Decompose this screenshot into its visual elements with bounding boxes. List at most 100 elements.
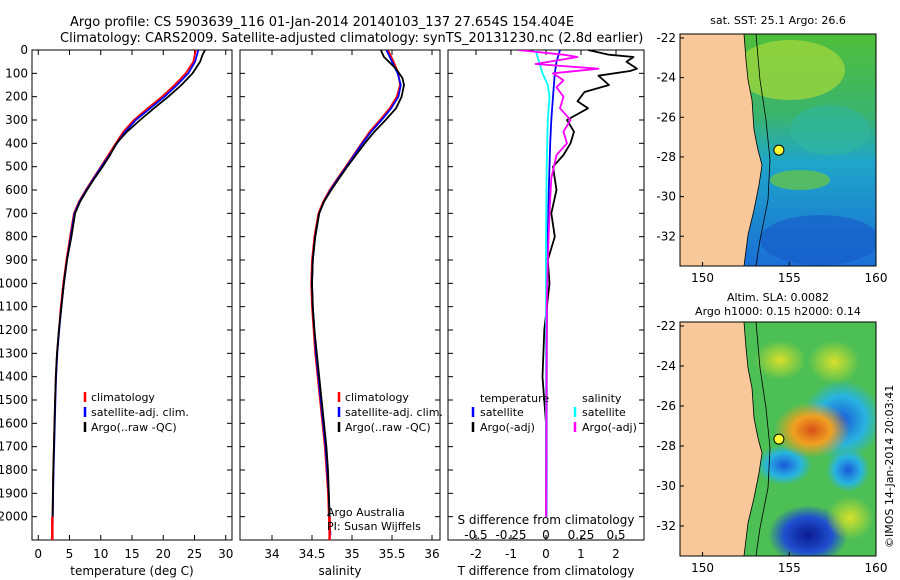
y-tick-label: 1100 <box>0 300 28 314</box>
salinity-ticks: 34 34.5 35 35.5 36 <box>240 49 440 561</box>
map-y-tick-label: -28 <box>656 439 676 453</box>
map-y-tick-label: -26 <box>656 110 676 124</box>
y-tick-label: 100 <box>5 66 28 80</box>
y-tick-label: 1200 <box>0 323 28 337</box>
sst-map-ticks: 150 155 160 -22 -24 -26 -28 -30 -32 <box>656 31 887 285</box>
map-y-tick-label: -26 <box>656 399 676 413</box>
y-tick-label: 1000 <box>0 276 28 290</box>
series-salinity-satellite <box>534 50 551 517</box>
y-tick-label: 1600 <box>0 416 28 430</box>
x-tick-label: 35.5 <box>379 547 406 561</box>
map-y-tick-label: -22 <box>656 319 676 333</box>
sla-yellow-patch-2 <box>808 340 860 384</box>
y-tick-label: 900 <box>5 253 28 267</box>
temperature-ticks: 0 5 10 15 20 25 300100200300400500600700800900… <box>0 43 233 561</box>
pi-label: PI: Susan Wijffels <box>327 520 421 533</box>
y-tick-label: 0 <box>20 43 28 57</box>
difference-ticks: -2 -1 0 1 2 <box>448 49 644 561</box>
title-line2: Climatology: CARS2009. Satellite-adjuste… <box>60 31 643 46</box>
x-tick-label: 36 <box>424 547 439 561</box>
series-salinity-argo-adj- <box>517 50 600 517</box>
y-tick-label: 1300 <box>0 346 28 360</box>
series-climatology <box>51 50 197 536</box>
temperature-lines <box>51 50 206 540</box>
salinity-legend: climatology satellite-adj. clim. Argo(..… <box>337 391 443 434</box>
x-tick-label: -2 <box>470 547 482 561</box>
sla-yellow-patch-3 <box>826 496 874 540</box>
sla-blue-patch-3 <box>826 448 870 492</box>
y-tick-label: 1500 <box>0 393 28 407</box>
sst-cool-patch <box>760 215 876 265</box>
y-tick-label: 1900 <box>0 486 28 500</box>
y-tick-label: 500 <box>5 160 28 174</box>
sla-map-title-1: Altim. SLA: 0.0082 <box>727 291 829 304</box>
sst-float-marker <box>773 144 785 156</box>
x-tick-label: 34 <box>264 547 279 561</box>
title-line1: Argo profile: CS 5903639_116 01-Jan-2014… <box>70 15 574 30</box>
sla-warm-patch <box>774 402 850 458</box>
x2-tick-label: 0 <box>542 528 550 542</box>
x-tick-label: 2 <box>612 547 620 561</box>
legend-label-satellite: satellite-adj. clim. <box>345 406 443 419</box>
legend-label-climatology: climatology <box>345 391 409 404</box>
y-tick-label: 400 <box>5 136 28 150</box>
salinity-xlabel: salinity <box>318 564 361 578</box>
series-satellite-adj-clim- <box>51 50 200 536</box>
map-x-tick-label: 160 <box>865 271 888 285</box>
legend-label-climatology: climatology <box>91 391 155 404</box>
sla-float-marker <box>773 433 785 445</box>
map-x-tick-label: 155 <box>778 561 801 575</box>
difference-x2label: S difference from climatology <box>458 513 635 527</box>
map-y-tick-label: -30 <box>656 479 676 493</box>
sst-map-frame <box>679 33 877 267</box>
y-tick-label: 200 <box>5 90 28 104</box>
legend-label-argo: Argo(..raw -QC) <box>91 421 177 434</box>
difference-x2-ticks: -0.5 -0.25 0 0.25 0.5 <box>464 528 625 542</box>
legend-label-t-satellite: satellite <box>480 406 524 419</box>
map-y-tick-label: -24 <box>656 71 676 85</box>
x-tick-label: 5 <box>66 547 74 561</box>
map-y-tick-label: -32 <box>656 229 676 243</box>
sla-map-frame <box>679 321 877 557</box>
x-tick-label: 25 <box>187 547 202 561</box>
sst-map-field <box>680 34 876 266</box>
sst-warm-patch <box>735 40 845 100</box>
series-argo-raw-qc- <box>311 50 405 517</box>
y-tick-label: 300 <box>5 113 28 127</box>
sst-isobath <box>755 34 771 266</box>
sla-map-title-2: Argo h1000: 0.15 h2000: 0.14 <box>695 305 861 318</box>
series-temperature-argo-adj- <box>541 50 638 517</box>
legend-label-s-argo: Argo(-adj) <box>582 421 637 434</box>
map-y-tick-label: -30 <box>656 190 676 204</box>
series-climatology <box>310 50 401 536</box>
x2-tick-label: -0.5 <box>464 528 487 542</box>
map-y-tick-label: -22 <box>656 31 676 45</box>
argo-australia-label: Argo Australia <box>327 506 405 519</box>
sla-isobath <box>755 322 771 556</box>
sst-map-title: sat. SST: 25.1 Argo: 26.6 <box>710 14 846 27</box>
x-tick-label: 15 <box>124 547 139 561</box>
difference-legend: temperature salinity satellite Argo(-adj… <box>471 392 637 434</box>
legend-label-s-satellite: satellite <box>582 406 626 419</box>
sla-land <box>680 322 763 556</box>
map-y-tick-label: -24 <box>656 359 676 373</box>
x2-tick-label: 0.25 <box>568 528 595 542</box>
temperature-xlabel: temperature (deg C) <box>70 564 193 578</box>
legend-label-satellite: satellite-adj. clim. <box>91 406 189 419</box>
x-tick-label: 35 <box>344 547 359 561</box>
sst-green-patch <box>770 170 830 190</box>
sla-yellow-patch-1 <box>754 340 806 380</box>
legend-label-t-argo: Argo(-adj) <box>480 421 535 434</box>
map-y-tick-label: -32 <box>656 519 676 533</box>
y-tick-label: 1800 <box>0 463 28 477</box>
sst-mid-patch <box>790 105 870 155</box>
x-tick-label: 1 <box>577 547 585 561</box>
legend-title-temperature: temperature <box>480 392 549 405</box>
map-x-tick-label: 155 <box>778 271 801 285</box>
y-tick-label: 800 <box>5 230 28 244</box>
y-tick-label: 1400 <box>0 370 28 384</box>
y-tick-label: 1700 <box>0 440 28 454</box>
legend-label-argo: Argo(..raw -QC) <box>345 421 431 434</box>
x2-tick-label: -0.25 <box>495 528 526 542</box>
